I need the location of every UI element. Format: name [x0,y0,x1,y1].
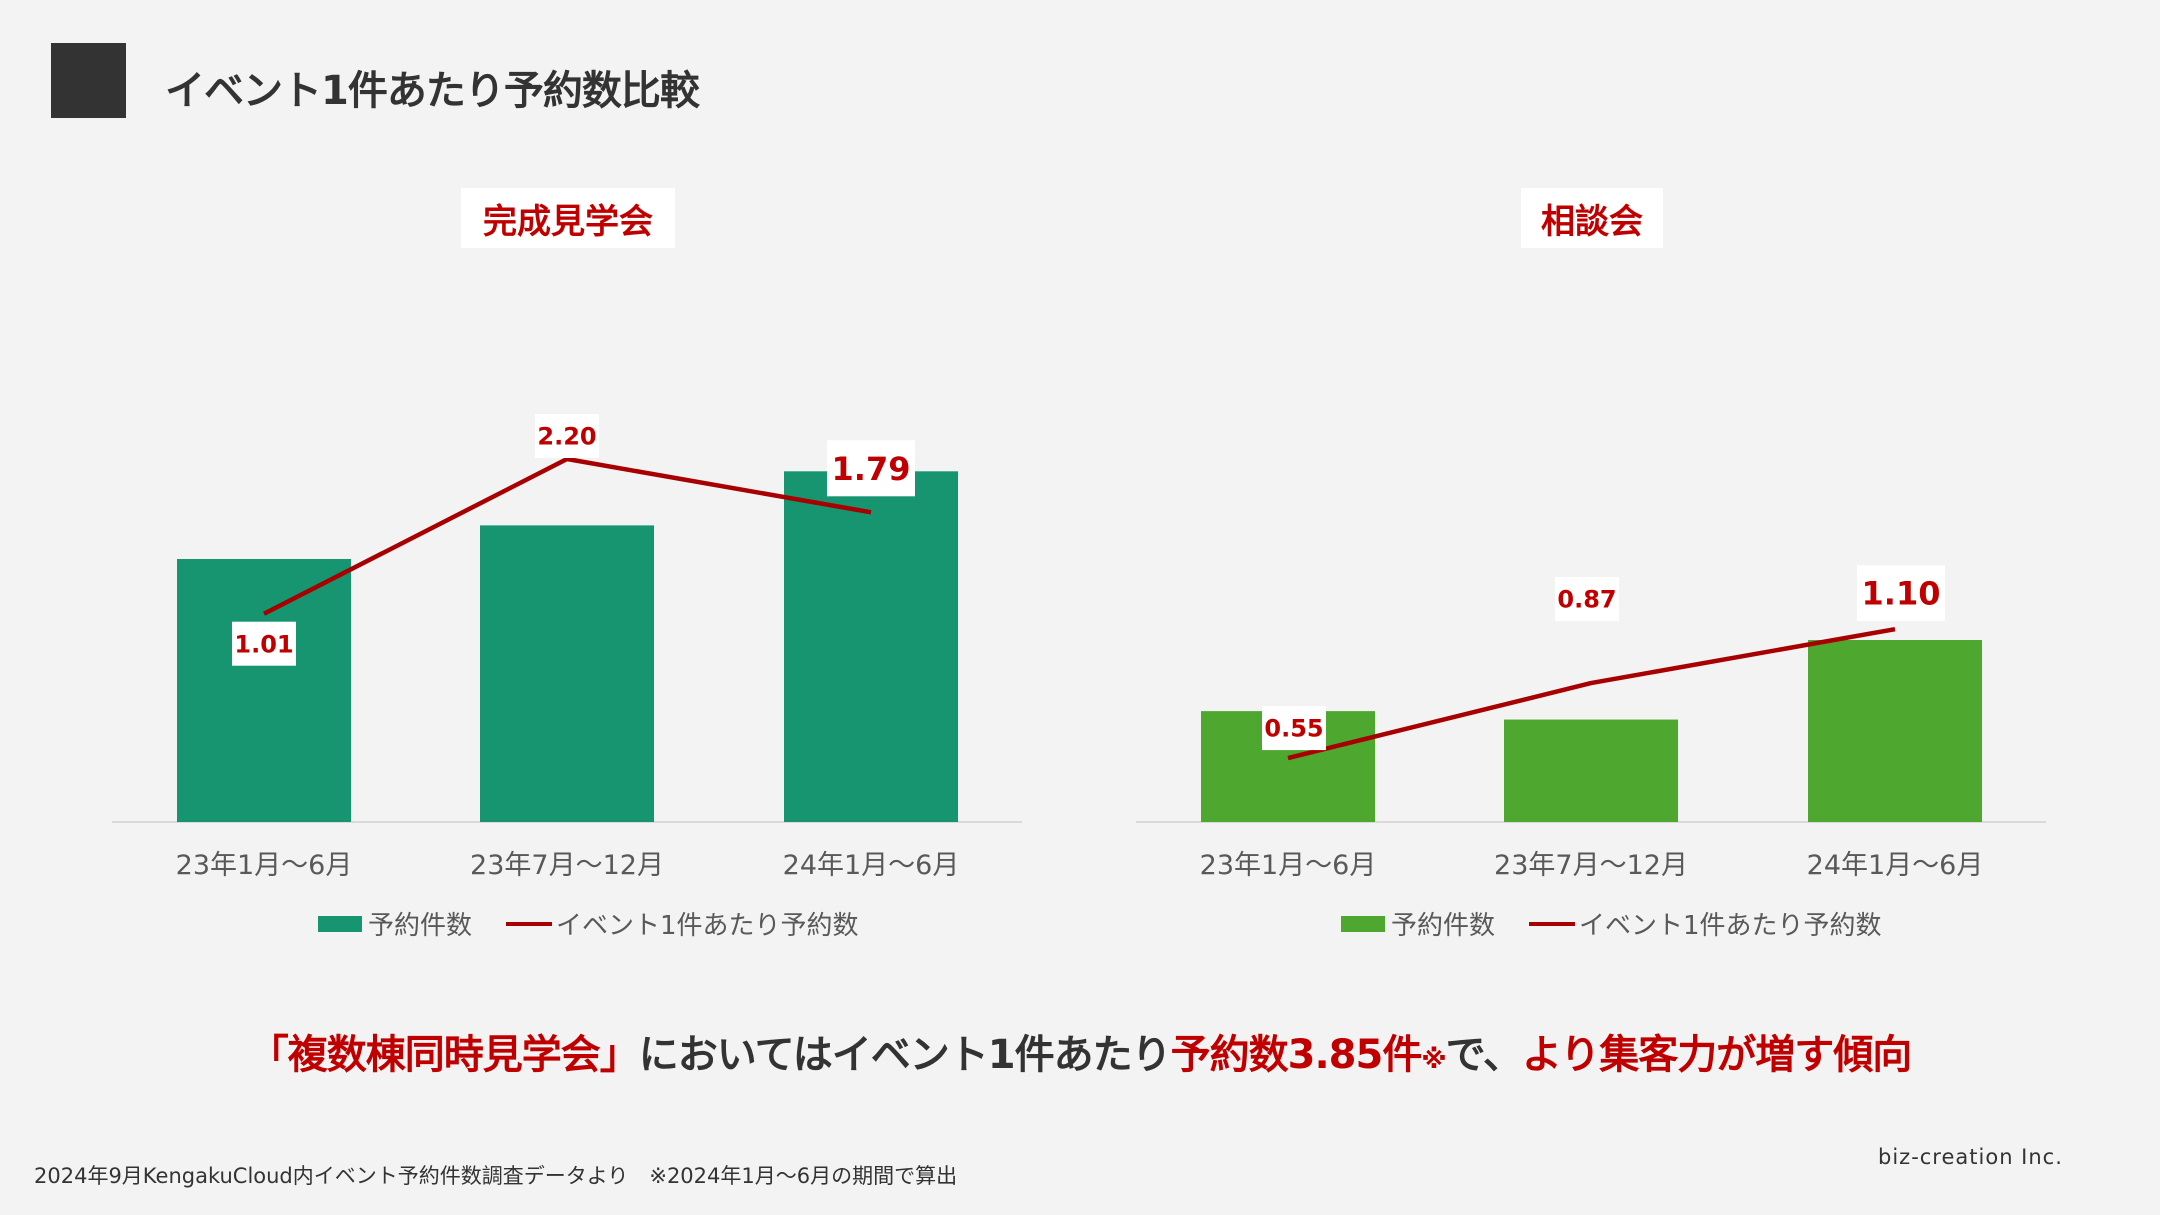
data-label-box [1555,577,1619,622]
conclusion-mid2: で、 [1445,1032,1523,1078]
page-title: イベント1件あたり予約数比較 [165,68,700,114]
bar [480,525,654,822]
data-label: 0.55 [1264,715,1323,743]
legend-line-label: イベント1件あたり予約数 [556,911,859,941]
bar [784,471,958,822]
data-label-box [1857,565,1945,622]
x-tick-label: 24年1月～6月 [1807,850,1984,881]
data-label-box [827,440,915,497]
chart1-title: 完成見学会 [461,188,675,248]
legend-bar-swatch [1341,915,1385,932]
x-tick-label: 23年1月～6月 [176,850,353,881]
data-label-box [232,621,296,666]
chart2-title: 相談会 [1521,188,1663,248]
conclusion-highlight-trend: より集客力が増す傾向 [1522,1032,1912,1078]
bar [1504,719,1678,822]
conclusion-highlight-value: 予約数3.85件 [1170,1032,1423,1078]
chart1-legend: 予約件数 イベント1件あたり予約数 [318,905,859,942]
legend-line-swatch [1529,921,1576,926]
x-tick-label: 23年7月～12月 [1494,850,1688,881]
legend-line-swatch [506,921,553,926]
conclusion-text: 「複数棟同時見学会」においてはイベント1件あたり予約数3.85件※で、より集客力… [0,1022,2160,1080]
legend-bar-label: 予約件数 [368,911,473,941]
conclusion-note-mark: ※ [1421,1045,1446,1075]
title-marker [51,43,126,118]
legend-bar-label: 予約件数 [1391,911,1496,941]
data-label: 1.01 [234,630,293,658]
bar [1808,640,1982,822]
source-footnote: 2024年9月KengakuCloud内イベント予約件数調査データより ※202… [34,1164,958,1188]
conclusion-mid: においてはイベント1件あたり [638,1032,1172,1078]
legend-line-label: イベント1件あたり予約数 [1579,911,1882,941]
data-label: 1.79 [832,450,911,488]
series-line [1287,626,1896,761]
x-tick-label: 24年1月～6月 [783,850,960,881]
data-label-box [1262,706,1326,751]
x-tick-label: 23年7月～12月 [470,850,664,881]
series-line [262,456,872,616]
data-label-box [535,414,599,458]
chart2-legend: 予約件数 イベント1件あたり予約数 [1341,905,1882,942]
data-label: 0.87 [1557,586,1616,614]
bar [177,558,351,822]
conclusion-highlight-event: 「複数棟同時見学会」 [248,1032,640,1078]
data-label: 1.10 [1862,575,1941,613]
data-label: 2.20 [537,423,596,451]
x-tick-label: 23年1月～6月 [1200,850,1377,881]
company-name: biz-creation Inc. [1878,1145,2063,1169]
legend-bar-swatch [318,915,362,932]
